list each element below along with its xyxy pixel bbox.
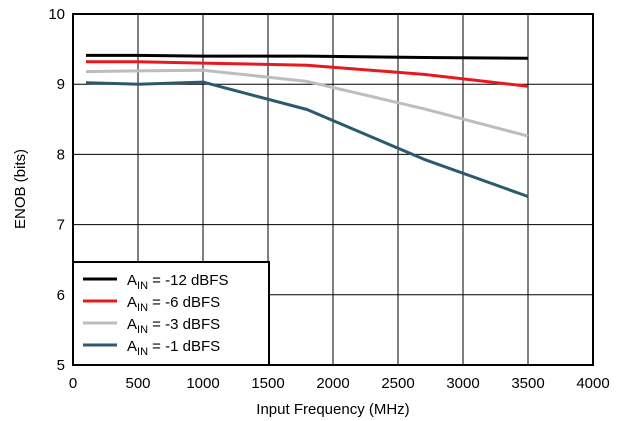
legend-label-3: AIN = -3 dBFS [127, 316, 220, 336]
legend-label-2: AIN = -6 dBFS [127, 294, 220, 314]
x-tick-label: 500 [125, 375, 150, 392]
x-tick-label: 0 [69, 375, 77, 392]
x-axis-label: Input Frequency (MHz) [256, 401, 409, 418]
x-tick-labels: 0 500 1000 1500 2000 2500 3000 3500 4000 [69, 375, 610, 392]
x-tick-label: 3000 [446, 375, 479, 392]
x-tick-label: 1500 [251, 375, 284, 392]
x-tick-label: 2500 [381, 375, 414, 392]
x-tick-label: 1000 [186, 375, 219, 392]
series-line-3 [85, 68, 529, 138]
x-tick-label: 4000 [576, 375, 609, 392]
x-tick-label: 2000 [316, 375, 349, 392]
x-tick-label: 3500 [511, 375, 544, 392]
legend-label-1: AIN = -12 dBFS [127, 272, 228, 292]
plot-frame [72, 13, 594, 366]
y-tick-label: 10 [48, 6, 65, 23]
y-tick-label: 6 [57, 287, 65, 304]
series-lines [85, 53, 529, 198]
y-tick-label: 7 [57, 217, 65, 234]
y-tick-label: 9 [57, 76, 65, 93]
series-line-4 [85, 80, 529, 198]
series-line-1 [86, 53, 529, 60]
y-tick-labels: 5 6 7 8 9 10 [48, 6, 65, 374]
y-tick-label: 8 [57, 146, 65, 163]
y-axis-label: ENOB (bits) [12, 149, 29, 229]
y-tick-label: 5 [57, 357, 65, 374]
series-line-2 [86, 60, 529, 88]
legend-label-4: AIN = -1 dBFS [127, 338, 220, 358]
